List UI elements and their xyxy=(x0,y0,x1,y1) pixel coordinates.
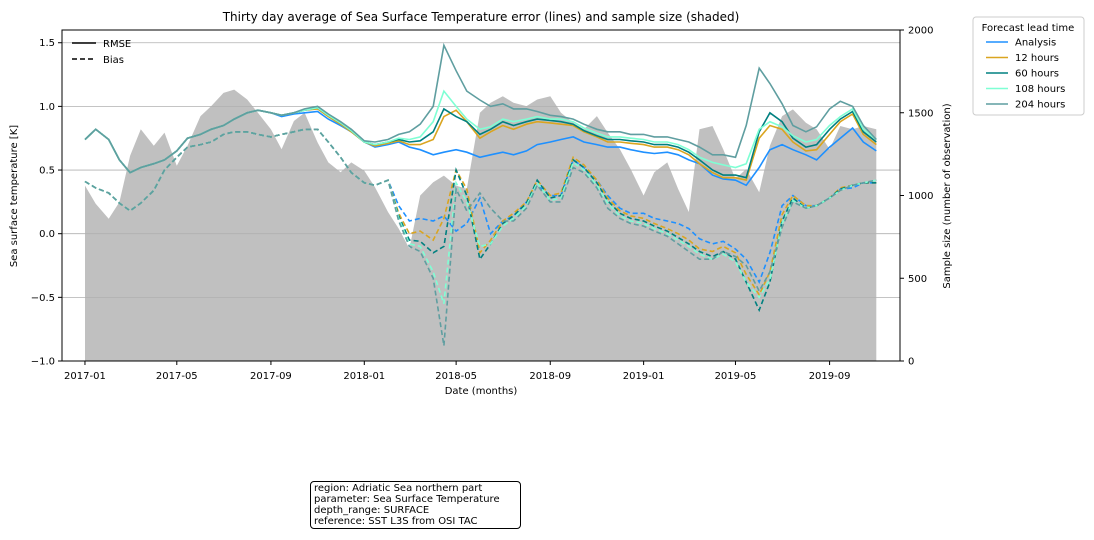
x-tick-label: 2017-05 xyxy=(156,371,198,382)
lead-legend-label-108-hours: 108 hours xyxy=(1015,84,1065,95)
x-axis-label: Date (months) xyxy=(445,386,518,397)
y-tick-label: −0.5 xyxy=(31,293,55,304)
lead-legend-entries: Analysis 12 hours 60 hours 108 hours 204 hou… xyxy=(986,38,1065,111)
y-tick-label: 0.5 xyxy=(39,166,55,177)
y2-tick-label: 1500 xyxy=(908,108,933,119)
info-region: region: Adriatic Sea northern part xyxy=(314,483,483,494)
y2-axis-label: Sample size (number of observation) xyxy=(942,103,953,288)
legend-rmse-label: RMSE xyxy=(103,39,131,50)
x-tick-label: 2019-05 xyxy=(715,371,757,382)
y-tick-label: 1.5 xyxy=(39,38,55,49)
info-depth-range: depth_range: SURFACE xyxy=(314,505,430,516)
lead-legend-label-12-hours: 12 hours xyxy=(1015,53,1059,64)
lead-legend-label-60-hours: 60 hours xyxy=(1015,69,1059,80)
y-tick-label: −1.0 xyxy=(31,357,55,368)
x-tick-label: 2018-05 xyxy=(435,371,477,382)
y-tick-label: 1.0 xyxy=(39,102,55,113)
rmse-line-204-hours xyxy=(84,42,877,174)
lead-legend-label-analysis: Analysis xyxy=(1015,38,1056,49)
lead-legend-title: Forecast lead time xyxy=(982,23,1075,34)
x-tick-label: 2019-01 xyxy=(623,371,665,382)
x-tick-label: 2017-01 xyxy=(64,371,106,382)
chart-title: Thirty day average of Sea Surface Temper… xyxy=(222,10,740,24)
legend-bias-label: Bias xyxy=(103,55,124,66)
y2-tick-label: 1000 xyxy=(908,191,933,202)
y-tick-label: 0.0 xyxy=(39,229,55,240)
x-tick-label: 2018-09 xyxy=(529,371,571,382)
info-reference: reference: SST L3S from OSI TAC xyxy=(314,516,478,527)
x-tick-label: 2018-01 xyxy=(343,371,385,382)
lead-time-legend: Forecast lead time Analysis 12 hours 60 ho… xyxy=(972,16,1085,116)
info-box: region: Adriatic Sea northern part param… xyxy=(310,481,521,529)
y2-tick-label: 2000 xyxy=(908,26,933,37)
bias-line-204-hours xyxy=(84,128,877,346)
style-legend: RMSE Bias xyxy=(72,39,131,66)
x-tick-label: 2019-09 xyxy=(809,371,851,382)
sample-size-area xyxy=(85,89,877,361)
lead-legend-label-204-hours: 204 hours xyxy=(1015,100,1065,111)
x-tick-label: 2017-09 xyxy=(250,371,292,382)
y2-tick-label: 500 xyxy=(908,274,927,285)
y2-tick-label: 0 xyxy=(908,357,914,368)
info-parameter: parameter: Sea Surface Temperature xyxy=(314,494,500,505)
axes: −1.0 −0.5 0.0 0.5 1.0 1.5 0 500 1000 1500 2000 2017… xyxy=(31,26,934,383)
y-axis-label: Sea surface temperature [K] xyxy=(9,125,20,267)
plot-area xyxy=(62,42,900,362)
